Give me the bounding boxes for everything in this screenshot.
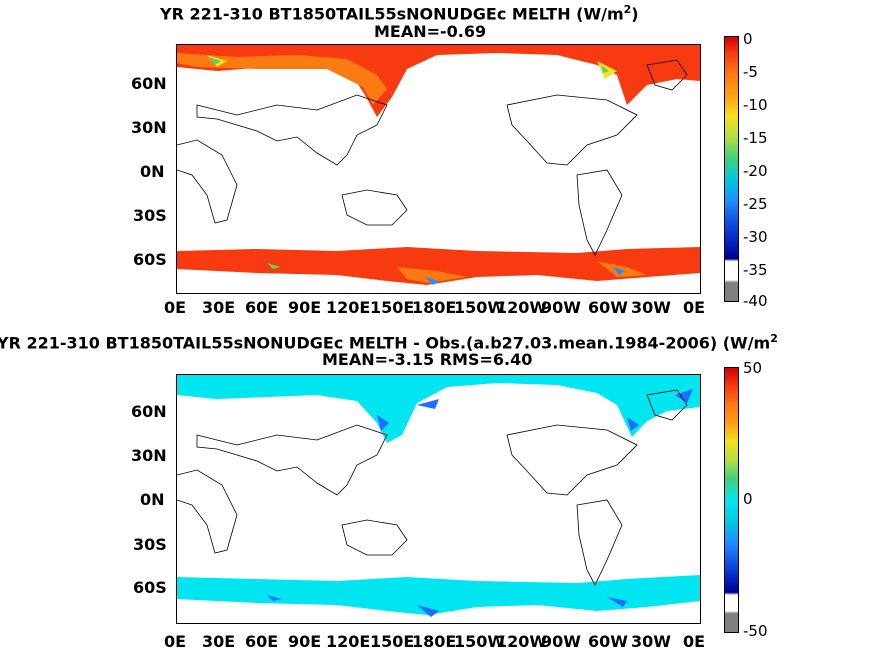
panel1-lon-tick: 30W [631,298,671,317]
panel2-lon-tick: 60W [588,632,628,651]
panel1-coastlines [177,59,688,256]
panel2-lon-tick: 60E [245,632,279,651]
panel2-colorbar [724,367,739,633]
panel2-title-text: YR 221-310 BT1850TAIL55sNONUDGEc MELTH -… [0,333,771,353]
panel1-map-svg [177,45,700,285]
panel1-title-text: YR 221-310 BT1850TAIL55sNONUDGEc MELTH (… [160,4,624,24]
panel2-lon-tick: 90W [541,632,581,651]
panel2-lon-tick: 180E [412,632,457,651]
panel2-lon-tick: 90E [288,632,322,651]
panel1-lon-tick: 180E [412,298,457,317]
panel1-southern-melt [177,247,700,285]
panel1-lon-tick: 30E [202,298,236,317]
panel1-lon-tick: 60E [245,298,279,317]
panel1-cb-label: 0 [743,30,753,48]
panel2-cb-label: -50 [743,622,768,640]
panel2-lat-30s: 30S [133,535,167,554]
panel2-title: YR 221-310 BT1850TAIL55sNONUDGEc MELTH -… [0,330,778,352]
panel1-lat-60s: 60S [133,250,167,269]
panel2-mean-rms: MEAN=-3.15 RMS=6.40 [322,350,533,369]
panel1-cb-label: -25 [743,195,768,213]
panel1-lon-tick: 0E [683,298,706,317]
panel2-lon-tick: 120E [326,632,371,651]
panel1-mean: MEAN=-0.69 [374,22,487,41]
panel1-lat-0n: 0N [140,162,165,181]
panel1-lat-60n: 60N [131,74,167,93]
panel2-title-superscript: 2 [770,332,778,345]
panel2-lon-tick: 150E [370,632,415,651]
panel1-southern-green [267,263,281,269]
panel2-lon-tick: 30E [202,632,236,651]
panel2-lon-tick: 120W [496,632,548,651]
panel1-lon-tick: 120E [326,298,371,317]
panel2-lat-30n: 30N [131,446,167,465]
panel1-arctic-melt [177,45,700,117]
panel1-cb-label: -20 [743,162,768,180]
panel1-lon-tick: 120W [496,298,548,317]
panel2-map [176,374,701,624]
panel1-title-close: ) [631,4,639,24]
panel2-cb-label: 0 [743,490,753,508]
panel2-lon-tick: 0E [683,632,706,651]
panel1-cb-label: -35 [743,261,768,279]
panel1-lon-tick: 150E [370,298,415,317]
panel2-lon-tick: 0E [164,632,187,651]
panel2-lon-tick: 150W [454,632,506,651]
panel1-lat-30s: 30S [133,206,167,225]
panel1-title: YR 221-310 BT1850TAIL55sNONUDGEc MELTH (… [160,1,639,23]
panel1-lon-tick: 90E [288,298,322,317]
panel1-map [176,44,701,294]
panel1-southern-mid [397,261,647,283]
panel2-southern-diff [177,575,700,615]
panel2-arctic-diff [177,375,700,443]
panel1-cb-label: -15 [743,129,768,147]
panel2-lat-60n: 60N [131,402,167,421]
panel1-lon-tick: 60W [588,298,628,317]
panel2-cb-label: 50 [743,359,763,377]
panel1-title-superscript: 2 [623,3,632,16]
panel2-lat-60s: 60S [133,578,167,597]
panel2-lat-0n: 0N [140,490,165,509]
panel1-lat-30n: 30N [131,118,167,137]
panel2-lon-tick: 30W [631,632,671,651]
panel1-colorbar [724,36,739,302]
panel1-lon-tick: 150W [454,298,506,317]
panel1-arctic-melt-mid [177,53,387,105]
panel2-map-svg [177,375,700,617]
panel1-cb-label: -40 [743,292,768,310]
panel1-cb-label: -5 [743,63,758,81]
panel2-coastlines [177,389,688,586]
panel1-lon-tick: 0E [164,298,187,317]
panel1-cb-label: -10 [743,96,768,114]
panel1-cb-label: -30 [743,228,768,246]
panel1-lon-tick: 90W [541,298,581,317]
